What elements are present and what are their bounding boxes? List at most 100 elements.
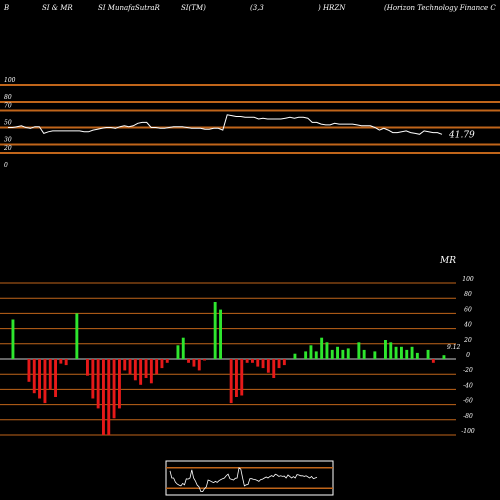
rsi-tick-label: 50 — [4, 120, 12, 127]
mrsi-bar-positive — [11, 319, 15, 359]
mrsi-bar-positive — [389, 342, 393, 359]
mrsi-bar-positive — [442, 355, 446, 359]
mrsi-tick-labels: 100 80 60 40 20 0 -20 -40 -60 -80 -100 9.12 — [447, 276, 475, 435]
mrsi-bar-negative — [192, 359, 196, 367]
mrsi-bar-negative — [54, 359, 57, 397]
mrsi-bar-negative — [48, 359, 52, 390]
mrsi-gridlines — [0, 282, 456, 436]
mrsi-bar-positive — [410, 346, 414, 359]
mrsi-tick-label: 0 — [466, 352, 470, 359]
header-item: (3,3 — [250, 4, 264, 12]
mrsi-bar-positive — [384, 340, 387, 359]
mrsi-bar-positive — [346, 348, 350, 359]
mrsi-bar-negative — [431, 359, 435, 363]
mrsi-bar-negative — [229, 359, 233, 404]
mrsi-bar-negative — [91, 359, 95, 399]
mrsi-title-group: MR — [439, 256, 456, 266]
mrsi-bar-positive — [426, 349, 430, 359]
mrsi-bar-positive — [400, 346, 403, 359]
rsi-last-value: 41.79 — [448, 130, 475, 140]
mrsi-bar-negative — [266, 359, 270, 373]
mrsi-bar-positive — [394, 346, 398, 359]
mrsi-bar-positive — [320, 337, 324, 359]
mrsi-tick-label: -100 — [461, 428, 475, 435]
mrsi-bar-negative — [32, 359, 36, 394]
mrsi-bar-negative — [256, 359, 260, 367]
header-item: (Horizon Technology Finance C — [384, 4, 496, 12]
mini-frame — [165, 460, 334, 496]
mrsi-bar-positive — [176, 345, 180, 359]
mrsi-tick-label: -40 — [463, 382, 473, 389]
mrsi-bar-positive — [330, 349, 334, 359]
mrsi-tick-label: -80 — [463, 413, 473, 420]
mrsi-bar-negative — [96, 359, 100, 409]
mrsi-bar-positive — [309, 345, 313, 359]
mrsi-bar-negative — [123, 359, 127, 371]
mrsi-bar-negative — [59, 359, 63, 364]
mrsi-bar-negative — [203, 359, 206, 361]
header-item: SI(TM) — [181, 4, 206, 12]
mrsi-bar-negative — [245, 359, 249, 363]
rsi-tick-label: 20 — [3, 145, 12, 152]
mrsi-bar-negative — [165, 359, 169, 363]
mrsi-bar-negative — [261, 359, 265, 369]
mrsi-bar-positive — [336, 346, 339, 359]
mrsi-bar-positive — [75, 313, 79, 359]
mrsi-bar-negative — [27, 359, 31, 382]
mrsi-bar-positive — [405, 349, 409, 359]
mrsi-bar-positive — [415, 352, 419, 359]
mrsi-bar-negative — [155, 359, 159, 375]
mrsi-bar-negative — [112, 359, 116, 419]
mrsi-bar-negative — [107, 359, 111, 435]
mrsi-bar-negative — [149, 359, 153, 384]
mrsi-bar-positive — [362, 349, 366, 359]
mini-line — [169, 467, 318, 493]
mrsi-bar-negative — [64, 359, 68, 366]
mrsi-bar-negative — [86, 359, 89, 376]
mrsi-title: MR — [439, 256, 456, 266]
mrsi-bar-positive — [325, 342, 329, 359]
mrsi-bar-negative — [235, 359, 238, 397]
mrsi-bar-negative — [102, 359, 105, 435]
rsi-tick-label: 80 — [4, 94, 12, 101]
mrsi-bar-positive — [213, 302, 217, 359]
mrsi-tick-label: 60 — [464, 306, 472, 313]
mrsi-bar-positive — [219, 309, 222, 359]
mrsi-bar-negative — [43, 359, 47, 404]
mrsi-bar-negative — [240, 359, 244, 396]
header-item: ) HRZN — [317, 4, 346, 12]
mrsi-bar-positive — [341, 349, 345, 359]
mrsi-bar-positive — [373, 351, 377, 359]
mrsi-tick-label: 20 — [463, 337, 472, 344]
header-item: SI MunafaSutraR — [98, 4, 161, 12]
mrsi-bar-negative — [272, 359, 276, 378]
mrsi-bars — [11, 302, 446, 435]
mrsi-tick-label: 100 — [462, 276, 474, 283]
rsi-tick-label: 0 — [4, 162, 8, 169]
mrsi-bar-negative — [282, 359, 286, 366]
rsi-line — [8, 114, 443, 135]
mrsi-tick-label: 80 — [464, 291, 472, 298]
mrsi-tick-label: -60 — [463, 398, 473, 405]
rsi-tick-label: 100 — [4, 77, 16, 84]
mrsi-bar-positive — [181, 337, 185, 359]
mrsi-bar-negative — [118, 359, 121, 409]
header: B SI & MR SI MunafaSutraR SI(TM) (3,3) HRZN (… — [3, 4, 496, 12]
header-item: SI & MR — [42, 4, 73, 12]
mrsi-bar-positive — [304, 351, 308, 359]
mrsi-bar-positive — [293, 353, 297, 359]
mrsi-bar-negative — [187, 359, 190, 363]
mrsi-bar-negative — [277, 359, 281, 369]
mrsi-bar-negative — [38, 359, 41, 399]
mrsi-bar-negative — [160, 359, 164, 369]
rsi-bands — [0, 84, 500, 154]
mrsi-tick-label: -20 — [463, 367, 473, 374]
mrsi-bar-negative — [133, 359, 137, 381]
mrsi-bar-negative — [144, 359, 148, 378]
mrsi-last-value: 9.12 — [447, 344, 461, 351]
rsi-series: 41.79 — [8, 114, 475, 140]
mrsi-bar-positive — [314, 351, 318, 359]
